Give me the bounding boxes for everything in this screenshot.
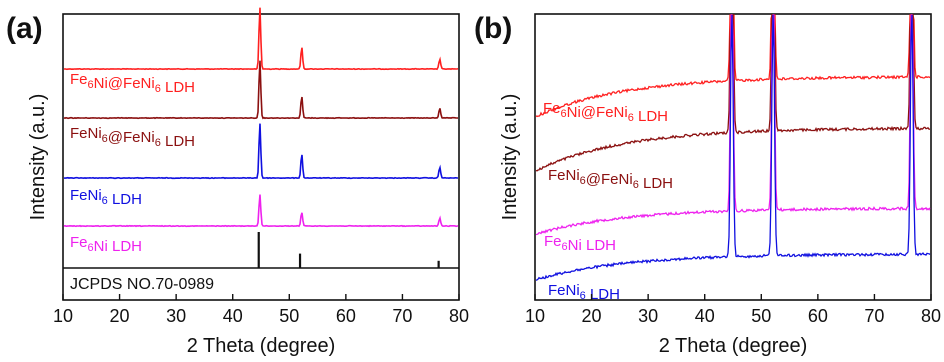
panel-a-x-tick-label-4: 50 [279, 306, 299, 326]
panel-b-series-label-0: Fe6Ni@FeNi6 LDH [543, 100, 668, 125]
panel-b-series-label-1: FeNi6@FeNi6 LDH [548, 167, 673, 192]
panel-b-x-tick-label-4: 50 [751, 306, 771, 326]
panel-b-series-label-3: FeNi6 LDH [548, 282, 620, 303]
panel-b-series-label-2: Fe6Ni LDH [544, 233, 616, 254]
panel-b-series-line-2 [535, 14, 931, 236]
panel-a-series-label-0: Fe6Ni@FeNi6 LDH [70, 71, 195, 96]
panel-a-x-tick-label-7: 80 [449, 306, 469, 326]
panel-b-x-tick-label-5: 60 [808, 306, 828, 326]
panel-b-plot-frame [534, 13, 932, 301]
panel-a-reference-peaks [257, 232, 440, 268]
panel-a-x-tick-label-0: 10 [53, 306, 73, 326]
panel-a-series-group [63, 7, 459, 228]
panel-b-y-axis-title: Intensity (a.u.) [499, 94, 521, 221]
panel-b-series-group [535, 14, 931, 281]
panel-a-x-tick-label-1: 20 [110, 306, 130, 326]
panel-b-x-tick-label-7: 80 [921, 306, 941, 326]
panel-b-x-tick-label-3: 40 [695, 306, 715, 326]
panel-a-series-label-3: Fe6Ni LDH [70, 234, 142, 255]
panel-b-x-axis-title: 2 Theta (degree) [659, 335, 808, 357]
panel-a-x-tick-label-5: 60 [336, 306, 356, 326]
panel-b-label: (b) [474, 12, 512, 45]
panel-a-series-line-0 [63, 7, 459, 71]
panel-a-series-line-1 [63, 60, 459, 120]
panel-b-x-tick-label-0: 10 [525, 306, 545, 326]
panel-a-x-tick-label-2: 30 [166, 306, 186, 326]
panel-a: (a) JCPDS NO.70-0989 Fe6Ni@FeNi6 LDH FeNi… [6, 7, 469, 357]
panel-a-series-labels: Fe6Ni@FeNi6 LDH FeNi6@FeNi6 LDH FeNi6 LDH F… [70, 71, 195, 255]
panel-a-series-label-1: FeNi6@FeNi6 LDH [70, 125, 195, 150]
panel-a-x-tick-label-3: 40 [223, 306, 243, 326]
panel-a-series-label-2: FeNi6 LDH [70, 187, 142, 208]
panel-b-series-labels: Fe6Ni@FeNi6 LDH FeNi6@FeNi6 LDH Fe6Ni LDH F… [543, 100, 673, 303]
panel-b-x-tick-label-1: 20 [582, 306, 602, 326]
panel-a-x-tick-label-6: 70 [392, 306, 412, 326]
panel-b-x-ticks: 10 20 30 40 50 60 70 80 [525, 294, 941, 326]
panel-a-x-axis-title: 2 Theta (degree) [187, 335, 336, 357]
panel-a-series-line-2 [63, 123, 458, 180]
panel-a-label: (a) [6, 12, 43, 45]
panel-a-plot-frame [62, 13, 460, 301]
panel-b: (b) Fe6Ni@FeNi6 LDH FeNi6@FeNi6 LDH Fe6Ni … [474, 12, 941, 357]
panel-a-x-ticks: 10 20 30 40 50 60 70 80 [53, 294, 469, 326]
panel-b-x-tick-label-2: 30 [638, 306, 658, 326]
panel-a-y-axis-title: Intensity (a.u.) [27, 94, 49, 221]
panel-b-series-line-3 [535, 14, 931, 281]
panel-b-x-tick-label-6: 70 [864, 306, 884, 326]
panel-a-series-line-3 [63, 194, 459, 228]
panel-a-reference-label: JCPDS NO.70-0989 [70, 276, 214, 293]
panel-b-series-line-1 [535, 14, 931, 172]
